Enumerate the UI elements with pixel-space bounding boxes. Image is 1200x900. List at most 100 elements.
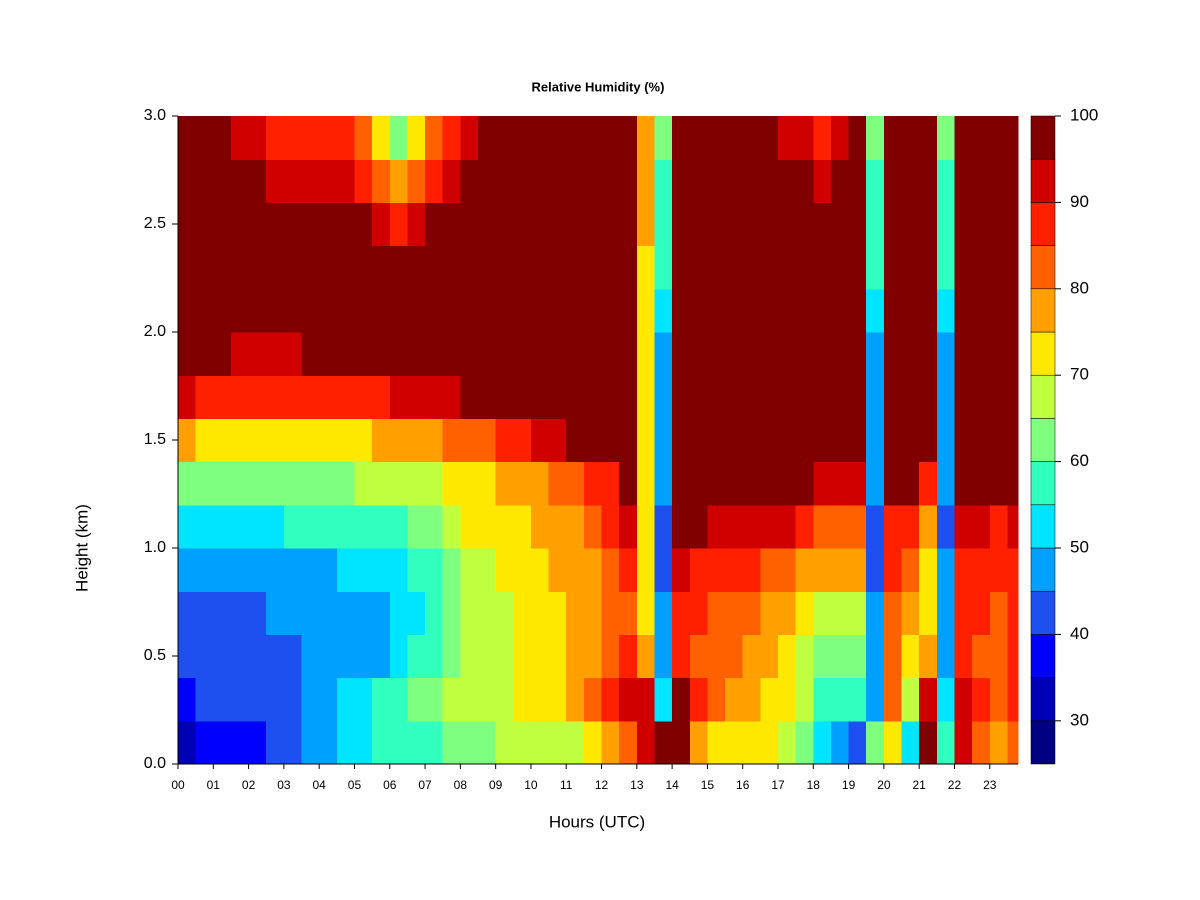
heatmap-cell: [848, 677, 867, 722]
heatmap-cell: [230, 591, 250, 635]
heatmap-cell: [795, 504, 814, 549]
heatmap-cell: [513, 548, 532, 592]
heatmap-cell: [866, 332, 885, 376]
heatmap-cell: [230, 418, 250, 463]
heatmap-cell: [354, 245, 373, 290]
heatmap-cell: [919, 288, 938, 333]
heatmap-cell: [266, 116, 285, 160]
heatmap-cell: [742, 548, 761, 592]
heatmap-cell: [954, 288, 973, 333]
heatmap-cell: [213, 720, 232, 765]
heatmap-cell: [336, 677, 356, 722]
colorbar-tick-label: 70: [1070, 365, 1089, 384]
heatmap-cell: [1007, 677, 1019, 722]
heatmap-cell: [919, 245, 938, 290]
heatmap-cell: [354, 677, 373, 722]
heatmap-cell: [213, 548, 232, 592]
heatmap-cell: [248, 634, 267, 679]
heatmap-cell: [936, 677, 956, 722]
heatmap-cell: [248, 332, 267, 376]
heatmap-cell: [230, 159, 250, 203]
heatmap-cell: [478, 116, 497, 160]
heatmap-cell: [848, 116, 867, 160]
heatmap-cell: [283, 332, 303, 376]
heatmap-cell: [778, 159, 797, 203]
colorbar-band: [1030, 677, 1056, 722]
heatmap-cell: [478, 375, 497, 419]
heatmap-cell: [530, 634, 550, 679]
heatmap-cell: [336, 720, 356, 765]
heatmap-cell: [372, 677, 391, 722]
heatmap-cell: [319, 332, 338, 376]
heatmap-cell: [830, 245, 850, 290]
heatmap-cell: [548, 677, 567, 722]
heatmap-cell: [972, 720, 991, 765]
heatmap-cell: [389, 202, 409, 247]
heatmap-cell: [778, 332, 797, 376]
heatmap-cell: [972, 288, 991, 333]
heatmap-cell: [460, 720, 479, 765]
heatmap-cell: [672, 677, 691, 722]
heatmap-cell: [495, 159, 514, 203]
heatmap-cell: [742, 634, 761, 679]
heatmap-cell: [460, 591, 479, 635]
heatmap-cell: [972, 548, 991, 592]
heatmap-cell: [654, 159, 673, 203]
heatmap-cell: [848, 720, 867, 765]
heatmap-cell: [230, 677, 250, 722]
heatmap-cell: [478, 332, 497, 376]
heatmap-cell: [672, 548, 691, 592]
heatmap-cell: [866, 159, 885, 203]
heatmap-cell: [1007, 159, 1019, 203]
heatmap-cell: [866, 461, 885, 506]
heatmap-cell: [425, 720, 444, 765]
heatmap-cell: [725, 677, 744, 722]
heatmap-cell: [478, 159, 497, 203]
heatmap-cell: [654, 418, 673, 463]
heatmap-cell: [213, 418, 232, 463]
heatmap-cell: [707, 720, 726, 765]
heatmap-cell: [407, 548, 426, 592]
heatmap-cell: [319, 504, 338, 549]
heatmap-cell: [725, 461, 744, 506]
heatmap-cell: [372, 288, 391, 333]
heatmap-cell: [989, 332, 1009, 376]
heatmap-cell: [195, 677, 214, 722]
heatmap-cell: [442, 159, 461, 203]
heatmap-cell: [601, 504, 620, 549]
heatmap-cell: [989, 461, 1009, 506]
heatmap-cell: [813, 720, 832, 765]
heatmap-cell: [919, 548, 938, 592]
heatmap-cell: [654, 677, 673, 722]
heatmap-cell: [513, 418, 532, 463]
heatmap-cell: [848, 159, 867, 203]
heatmap-cell: [954, 418, 973, 463]
heatmap-cell: [689, 548, 709, 592]
heatmap-cell: [689, 202, 709, 247]
heatmap-cell: [301, 677, 320, 722]
heatmap-cell: [936, 461, 956, 506]
heatmap-cell: [319, 288, 338, 333]
heatmap-cell: [778, 504, 797, 549]
heatmap-cell: [478, 591, 497, 635]
heatmap-cell: [425, 591, 444, 635]
heatmap-cell: [1007, 591, 1019, 635]
heatmap-cell: [936, 116, 956, 160]
heatmap-cell: [213, 288, 232, 333]
heatmap-cell: [495, 332, 514, 376]
heatmap-cell: [954, 202, 973, 247]
x-tick-label: 16: [736, 778, 750, 792]
axes: 0.0 0.5 1.0 1.5 2.0 2.5 3.0 00 01 02 03 04 05 06 07 08 0…: [144, 105, 1099, 792]
colorbar-band: [1030, 202, 1056, 246]
heatmap-cell: [354, 116, 373, 160]
heatmap-cell: [354, 375, 373, 419]
heatmap-cell: [583, 202, 603, 247]
heatmap-cell: [989, 116, 1009, 160]
heatmap-cell: [407, 288, 426, 333]
heatmap-cell: [972, 245, 991, 290]
heatmap-cell: [601, 461, 620, 506]
heatmap-cell: [689, 634, 709, 679]
heatmap-cell: [654, 461, 673, 506]
heatmap-cell: [1007, 332, 1019, 376]
heatmap-cell: [195, 288, 214, 333]
